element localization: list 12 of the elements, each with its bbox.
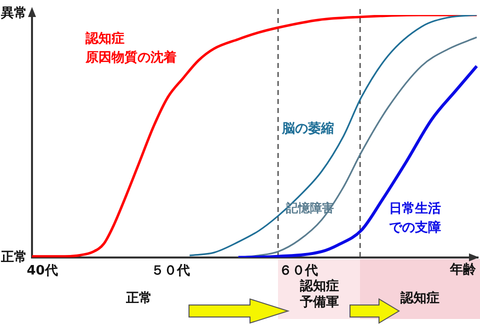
x-tick-label: 40代 <box>26 264 58 279</box>
text: 正常 <box>0 250 27 265</box>
text: 異常 <box>0 6 27 22</box>
x-axis-title: 年齢 <box>449 262 477 278</box>
text: 認知症 <box>400 290 440 306</box>
x-tick-label: ６０代 <box>279 264 318 279</box>
text: 認知症予備軍 <box>299 278 340 310</box>
series-label: 認知症原因物質の沈着 <box>84 30 177 66</box>
text: 正常 <box>125 290 152 306</box>
series-label: 脳の萎縮 <box>280 120 334 136</box>
series-label: 日常生活での支障 <box>388 201 441 236</box>
x-tick-label: ５０代 <box>150 264 190 279</box>
